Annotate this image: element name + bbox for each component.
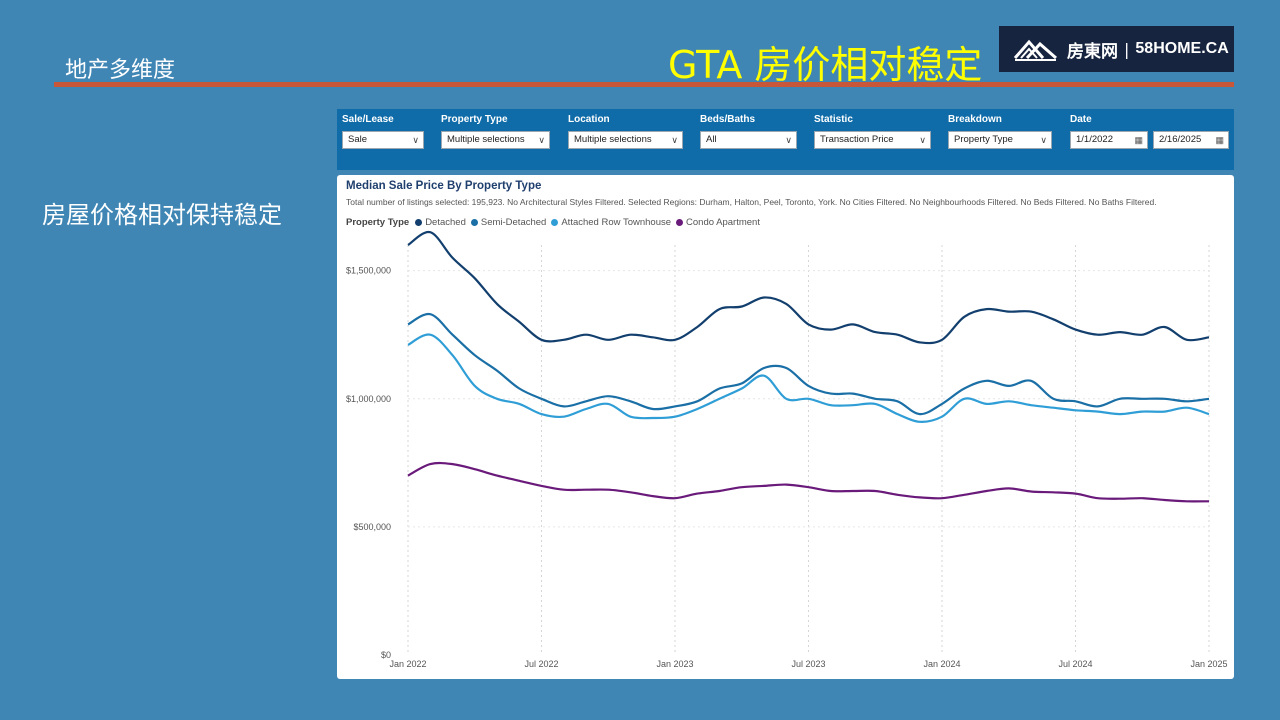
date-end-input[interactable]: 2/16/2025 ▦ bbox=[1153, 131, 1229, 149]
filter-location: Location Multiple selections ∨ bbox=[568, 113, 683, 149]
filter-label: Location bbox=[568, 114, 610, 125]
legend-dot bbox=[551, 219, 559, 226]
dropdown-value: Transaction Price bbox=[820, 134, 894, 145]
filter-bar: Sale/Lease Sale ∨ Property Type Multiple… bbox=[337, 109, 1234, 170]
side-text: 房屋价格相对保持稳定 bbox=[42, 201, 282, 229]
filter-label: Beds/Baths bbox=[700, 114, 756, 125]
dropdown-value: Multiple selections bbox=[447, 134, 525, 145]
filter-label: Sale/Lease bbox=[342, 114, 394, 125]
legend-label: Condo Apartment bbox=[686, 217, 760, 228]
x-tick-label: Jul 2024 bbox=[1058, 659, 1092, 669]
chevron-down-icon: ∨ bbox=[1040, 135, 1047, 145]
date-end-value: 2/16/2025 bbox=[1159, 134, 1202, 145]
filter-label: Statistic bbox=[814, 114, 853, 125]
filter-sale-lease: Sale/Lease Sale ∨ bbox=[342, 113, 424, 149]
statistic-dropdown[interactable]: Transaction Price ∨ bbox=[814, 131, 931, 149]
filter-breakdown: Breakdown Property Type ∨ bbox=[948, 113, 1052, 149]
legend-title: Property Type bbox=[346, 217, 410, 228]
x-tick-label: Jan 2022 bbox=[389, 659, 426, 669]
y-tick-label: $0 bbox=[381, 650, 391, 660]
section-title: 地产多维度 bbox=[65, 58, 176, 83]
property-type-dropdown[interactable]: Multiple selections ∨ bbox=[441, 131, 550, 149]
slide-headline: GTA 房价相对稳定 bbox=[668, 43, 983, 87]
house-logo-icon bbox=[1013, 39, 1057, 61]
dropdown-value: Sale bbox=[348, 134, 368, 145]
dropdown-value: Property Type bbox=[954, 134, 1013, 145]
legend-item-townhouse[interactable]: Attached Row Townhouse bbox=[551, 217, 671, 228]
calendar-icon: ▦ bbox=[1134, 135, 1143, 145]
x-tick-label: Jan 2025 bbox=[1190, 659, 1227, 669]
logo: 房東网 | 58HOME.CA bbox=[999, 26, 1234, 72]
chart-title: Median Sale Price By Property Type bbox=[346, 180, 542, 192]
dropdown-value: Multiple selections bbox=[574, 134, 652, 145]
filter-label: Breakdown bbox=[948, 114, 1002, 125]
dropdown-value: All bbox=[706, 134, 717, 145]
filter-beds-baths: Beds/Baths All ∨ bbox=[700, 113, 797, 149]
x-tick-label: Jul 2022 bbox=[524, 659, 558, 669]
chevron-down-icon: ∨ bbox=[538, 135, 545, 145]
legend-item-detached[interactable]: Detached bbox=[415, 217, 466, 228]
date-start-value: 1/1/2022 bbox=[1076, 134, 1113, 145]
chart-panel: Jan 2022 Jul 2022 Jan 2023 Jul 2023 Jan 2024… bbox=[337, 175, 1234, 679]
filter-label: Date bbox=[1070, 114, 1092, 125]
legend-dot bbox=[470, 219, 478, 226]
series-line-semi-detached bbox=[407, 312, 1210, 416]
date-start-input[interactable]: 1/1/2022 ▦ bbox=[1070, 131, 1148, 149]
divider-line bbox=[54, 82, 1234, 87]
logo-en-text: 58HOME.CA bbox=[1135, 40, 1229, 57]
x-tick-label: Jul 2023 bbox=[791, 659, 825, 669]
series-line-detached bbox=[407, 230, 1210, 345]
x-tick-label: Jan 2024 bbox=[923, 659, 960, 669]
legend-dot bbox=[676, 219, 684, 226]
chart-legend: Property Type Detached Semi-Detached Att… bbox=[346, 217, 765, 228]
line-chart: Jan 2022 Jul 2022 Jan 2023 Jul 2023 Jan 2024… bbox=[346, 230, 1228, 669]
y-tick-label: $500,000 bbox=[353, 522, 391, 532]
location-dropdown[interactable]: Multiple selections ∨ bbox=[568, 131, 683, 149]
filter-statistic: Statistic Transaction Price ∨ bbox=[814, 113, 931, 149]
legend-label: Semi-Detached bbox=[480, 217, 547, 228]
logo-separator: | bbox=[1124, 39, 1130, 59]
filter-date: Date 1/1/2022 ▦ 2/16/2025 ▦ bbox=[1070, 113, 1230, 149]
calendar-icon: ▦ bbox=[1215, 135, 1224, 145]
legend-item-semi-detached[interactable]: Semi-Detached bbox=[470, 217, 547, 228]
chevron-down-icon: ∨ bbox=[412, 135, 419, 145]
legend-dot bbox=[415, 219, 423, 226]
logo-cn-text: 房東网 bbox=[1067, 41, 1118, 62]
chevron-down-icon: ∨ bbox=[785, 135, 792, 145]
legend-label: Detached bbox=[425, 217, 466, 228]
beds-baths-dropdown[interactable]: All ∨ bbox=[700, 131, 797, 149]
chevron-down-icon: ∨ bbox=[919, 135, 926, 145]
filter-label: Property Type bbox=[441, 114, 508, 125]
legend-item-condo[interactable]: Condo Apartment bbox=[676, 217, 760, 228]
chart-subtitle: Total number of listings selected: 195,9… bbox=[346, 197, 1157, 207]
y-tick-label: $1,500,000 bbox=[346, 266, 391, 276]
chevron-down-icon: ∨ bbox=[671, 135, 678, 145]
breakdown-dropdown[interactable]: Property Type ∨ bbox=[948, 131, 1052, 149]
sale-lease-dropdown[interactable]: Sale ∨ bbox=[342, 131, 424, 149]
legend-label: Attached Row Townhouse bbox=[561, 217, 672, 228]
x-tick-label: Jan 2023 bbox=[656, 659, 693, 669]
series-line-condo-apartment bbox=[407, 461, 1210, 503]
y-tick-label: $1,000,000 bbox=[346, 394, 391, 404]
series-line-attached-row-townhouse bbox=[407, 333, 1210, 423]
filter-property-type: Property Type Multiple selections ∨ bbox=[441, 113, 550, 149]
